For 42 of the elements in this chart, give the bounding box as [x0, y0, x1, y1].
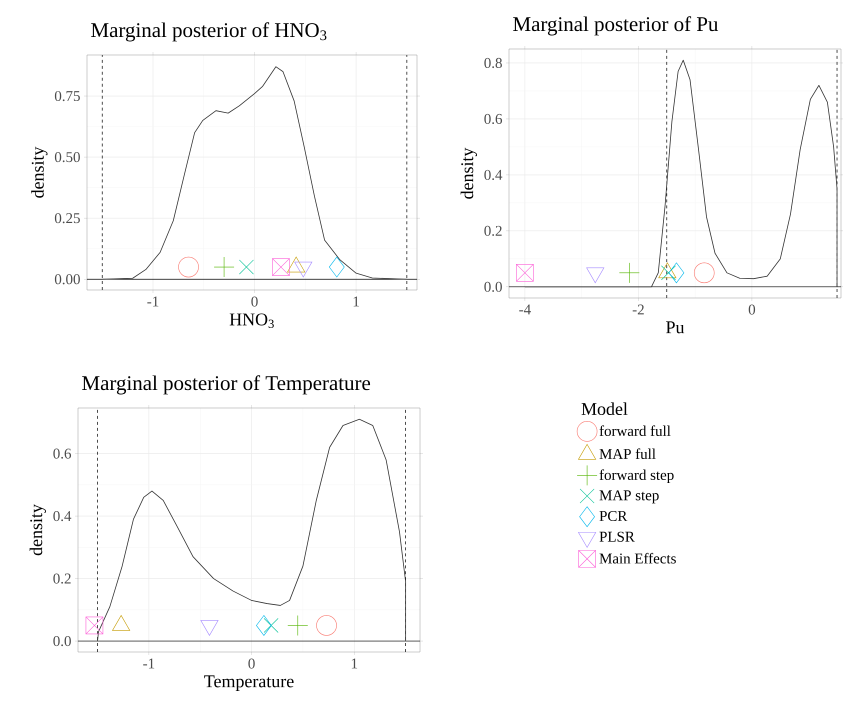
x-tick-label: 0	[248, 658, 255, 669]
y-tick-label: 0.2	[484, 226, 502, 236]
legend-label: PCR	[600, 511, 628, 522]
y-axis-title: density	[460, 148, 477, 199]
legend-title: Model	[582, 402, 628, 416]
y-tick-label: 0.8	[484, 58, 502, 68]
y-tick-label: 0.0	[484, 282, 502, 292]
chart-title: Marginal posterior of HNO$_{3}$	[91, 22, 326, 42]
legend-label: forward full	[600, 425, 671, 436]
legend-label: forward step	[600, 469, 674, 484]
y-tick-label: 0.6	[484, 114, 502, 124]
chart-title: Marginal posterior of Temperature	[82, 375, 370, 394]
x-axis-title: HNO$_{3}$	[230, 313, 274, 328]
y-tick-label: 0.4	[53, 511, 72, 522]
line-series	[102, 66, 408, 280]
x-tick-label: 1	[354, 296, 359, 306]
legend-label: MAP step	[600, 490, 659, 504]
y-tick-label: 0.25	[54, 213, 80, 224]
y-tick-label: 0.2	[53, 574, 71, 584]
y-tick-label: 0.6	[53, 448, 72, 459]
line-series	[524, 60, 838, 288]
x-axis-title: Pu	[666, 321, 684, 334]
y-tick-label: 0.75	[54, 90, 80, 102]
x-tick-label: 0	[251, 296, 258, 307]
y-tick-label: 0.50	[54, 152, 80, 162]
legend-label: MAP full	[600, 448, 656, 460]
x-tick-label: -1	[147, 296, 158, 306]
legend-label: PLSR	[600, 532, 635, 542]
y-tick-label: 0.0	[53, 636, 71, 646]
x-tick-label: -4	[519, 304, 531, 314]
legend-label: Main Effects	[600, 552, 676, 564]
x-tick-label: 1	[352, 658, 358, 668]
y-axis-title: density	[31, 146, 48, 198]
y-axis-title: density	[30, 504, 46, 556]
chart-title: Marginal posterior of Pu	[513, 16, 718, 36]
x-tick-label: -2	[632, 304, 644, 314]
x-axis-title: Temperature	[204, 675, 294, 691]
x-tick-label: 0	[748, 304, 756, 315]
x-tick-label: -1	[143, 658, 154, 668]
y-tick-label: 0.00	[54, 274, 80, 284]
y-tick-label: 0.4	[484, 170, 502, 180]
line-series	[97, 418, 406, 642]
